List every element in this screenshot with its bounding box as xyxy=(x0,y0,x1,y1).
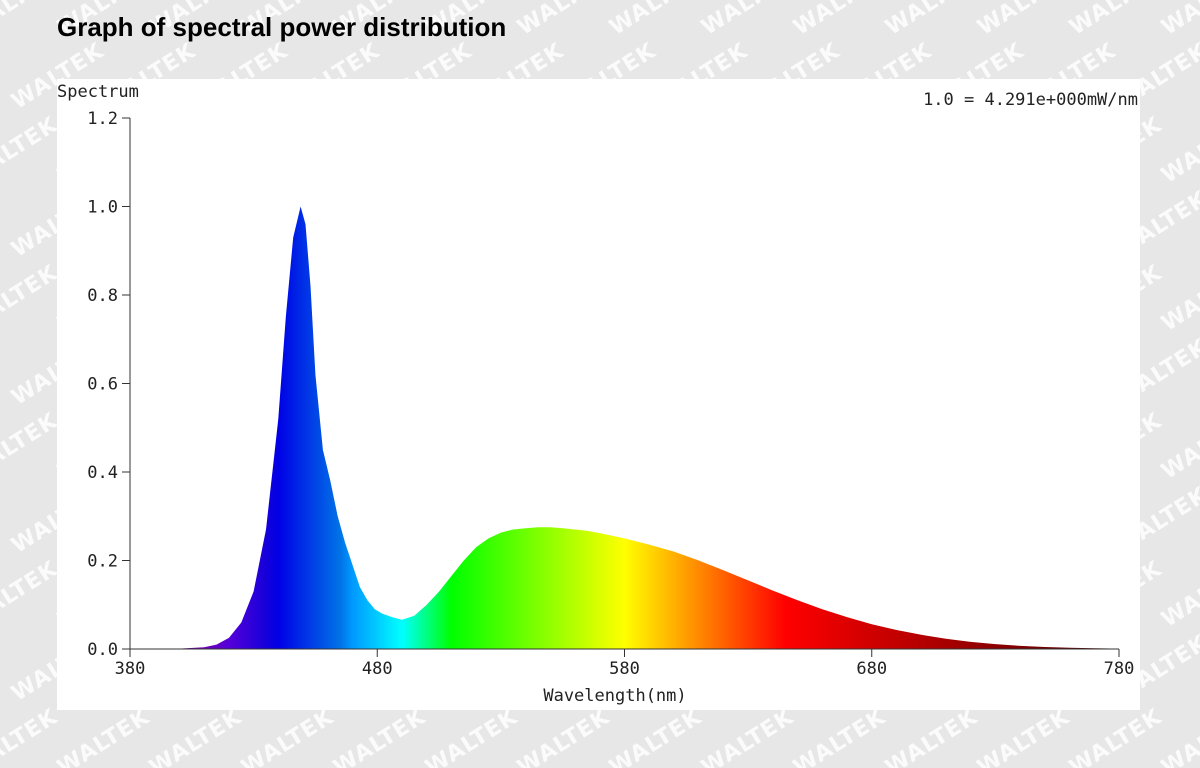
watermark-text: WALTEK xyxy=(145,704,247,768)
watermark-text: WALTEK xyxy=(0,704,63,768)
watermark-text: WALTEK xyxy=(1157,0,1200,41)
watermark-text: WALTEK xyxy=(53,704,155,768)
spectrum-series-0 xyxy=(130,206,1119,649)
y-tick-label: 0.4 xyxy=(87,463,118,483)
watermark-text: WALTEK xyxy=(789,704,891,768)
y-tick-label: 1.2 xyxy=(87,109,118,129)
watermark-text: WALTEK xyxy=(0,260,63,337)
y-axis-label: Spectrum xyxy=(57,82,139,102)
y-tick-label: 0.6 xyxy=(87,375,118,395)
watermark-text: WALTEK xyxy=(881,0,983,41)
watermark-text: WALTEK xyxy=(0,408,63,485)
watermark-text: WALTEK xyxy=(605,704,707,768)
x-tick-label: 680 xyxy=(856,659,887,679)
x-tick-label: 780 xyxy=(1104,659,1135,679)
watermark-text: WALTEK xyxy=(513,0,615,41)
watermark-text: WALTEK xyxy=(1065,0,1167,41)
watermark-text: WALTEK xyxy=(0,556,63,633)
x-tick-label: 580 xyxy=(609,659,640,679)
watermark-text: WALTEK xyxy=(0,112,63,189)
x-tick-label: 480 xyxy=(362,659,393,679)
spectrum-chart: 380 480 580 680 780 0.0 0.2 0.4 0.6 0.8 1.0 1.2 Sp… xyxy=(57,82,1138,706)
spectrum-area xyxy=(130,206,1119,649)
watermark-text: WALTEK xyxy=(881,704,983,768)
watermark-text: WALTEK xyxy=(513,704,615,768)
watermark-text: WALTEK xyxy=(1157,556,1200,633)
y-tick-label: 0.0 xyxy=(87,640,118,660)
x-ticks: 380 480 580 680 780 xyxy=(115,649,1135,679)
watermark-text: WALTEK xyxy=(237,704,339,768)
y-tick-label: 0.8 xyxy=(87,286,118,306)
watermark-text: WALTEK xyxy=(1157,112,1200,189)
y-tick-label: 0.2 xyxy=(87,552,118,572)
scale-annotation: 1.0 = 4.291e+000mW/nm xyxy=(923,90,1138,110)
y-ticks: 0.0 0.2 0.4 0.6 0.8 1.0 1.2 xyxy=(87,109,130,660)
watermark-text: WALTEK xyxy=(329,704,431,768)
watermark-text: WALTEK xyxy=(973,0,1075,41)
x-axis-label: Wavelength(nm) xyxy=(543,686,686,706)
watermark-text: WALTEK xyxy=(1157,408,1200,485)
y-tick-label: 1.0 xyxy=(87,198,118,218)
watermark-text: WALTEK xyxy=(1157,704,1200,768)
watermark-text: WALTEK xyxy=(1065,704,1167,768)
watermark-text: WALTEK xyxy=(421,704,523,768)
watermark-text: WALTEK xyxy=(697,704,799,768)
watermark-text: WALTEK xyxy=(973,704,1075,768)
page-title: Graph of spectral power distribution xyxy=(57,12,507,42)
watermark-text: WALTEK xyxy=(789,0,891,41)
watermark-text: WALTEK xyxy=(1157,260,1200,337)
watermark-text: WALTEK xyxy=(605,0,707,41)
watermark-text: WALTEK xyxy=(0,0,63,41)
x-tick-label: 380 xyxy=(115,659,146,679)
chart-panel: 380 480 580 680 780 0.0 0.2 0.4 0.6 0.8 1.0 1.2 Sp… xyxy=(57,79,1140,710)
watermark-text: WALTEK xyxy=(697,0,799,41)
